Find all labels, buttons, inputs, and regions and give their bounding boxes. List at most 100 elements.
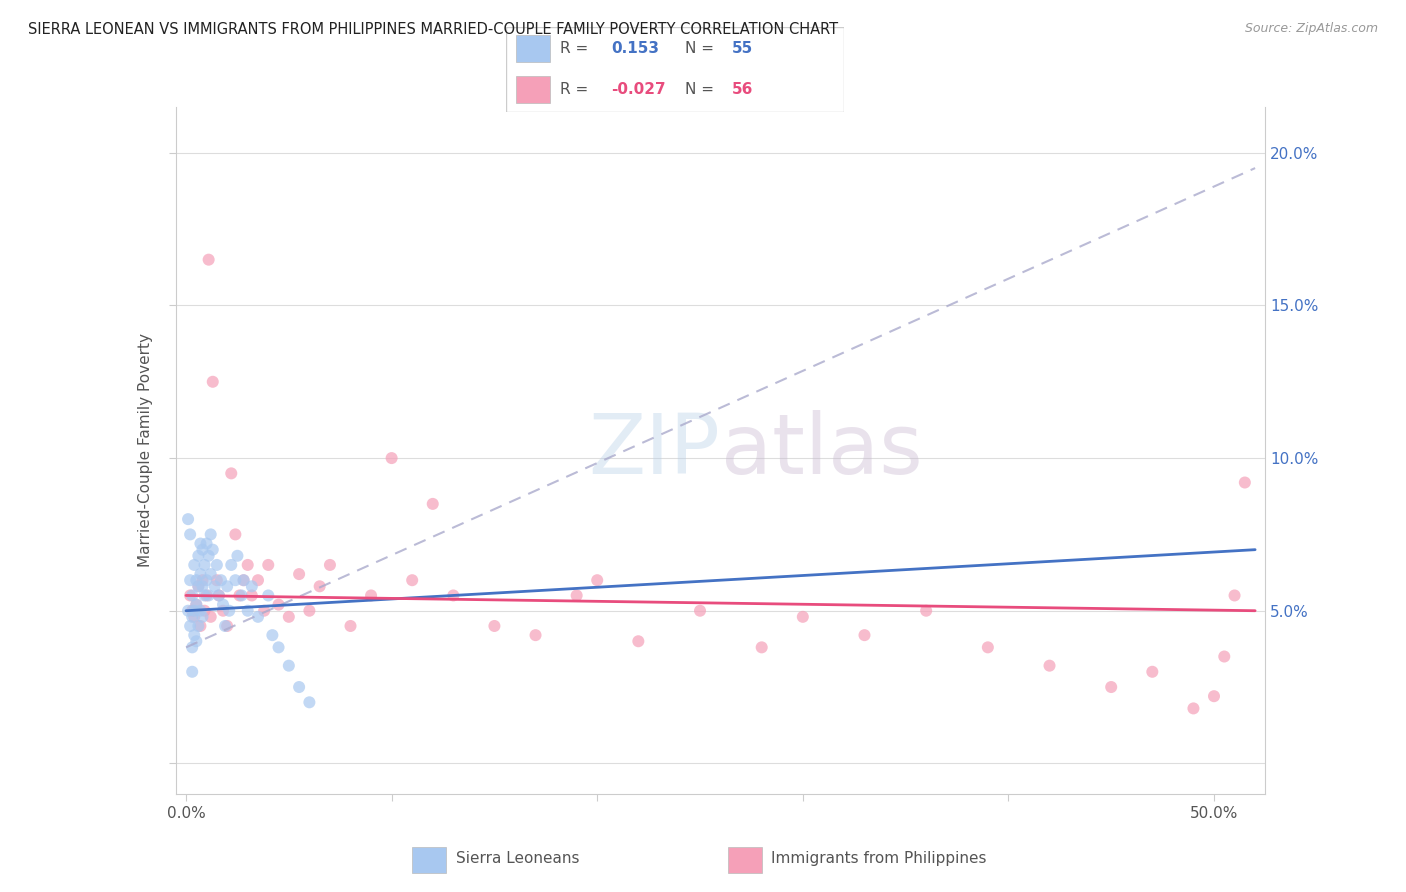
Point: [977, 640, 1000, 655]
Point: [1182, 701, 1205, 715]
Point: [792, 610, 814, 624]
Point: [190, 619, 212, 633]
Point: [267, 640, 290, 655]
Text: Immigrants from Philippines: Immigrants from Philippines: [770, 851, 987, 866]
Point: [257, 558, 280, 572]
Point: [339, 619, 361, 633]
Point: [195, 589, 218, 603]
Point: [181, 589, 204, 603]
Point: [195, 536, 218, 550]
Point: [915, 604, 938, 618]
Point: [191, 542, 214, 557]
Point: [205, 573, 228, 587]
Point: [751, 640, 773, 655]
Point: [853, 628, 876, 642]
Point: [179, 573, 201, 587]
Point: [187, 549, 209, 563]
Point: [201, 542, 224, 557]
Point: [219, 467, 242, 481]
Point: [208, 589, 231, 603]
Point: [224, 573, 246, 587]
Point: [197, 252, 219, 267]
Point: [181, 604, 204, 618]
Point: [277, 610, 299, 624]
Point: [179, 589, 201, 603]
FancyBboxPatch shape: [516, 36, 550, 62]
Point: [1099, 680, 1122, 694]
Text: Source: ZipAtlas.com: Source: ZipAtlas.com: [1244, 22, 1378, 36]
Point: [627, 634, 650, 648]
Point: [565, 589, 588, 603]
Point: [219, 558, 242, 572]
Point: [319, 558, 342, 572]
Point: [179, 619, 201, 633]
Point: [240, 589, 263, 603]
Point: [212, 604, 235, 618]
Point: [191, 579, 214, 593]
Point: [262, 628, 284, 642]
Point: [201, 375, 224, 389]
Point: [236, 558, 259, 572]
Point: [181, 665, 204, 679]
Text: ZIP: ZIP: [589, 410, 721, 491]
Point: [197, 549, 219, 563]
Point: [181, 610, 204, 624]
Point: [253, 604, 276, 618]
Point: [183, 610, 205, 624]
Point: [204, 579, 226, 593]
Text: Sierra Leoneans: Sierra Leoneans: [456, 851, 579, 866]
Point: [1223, 589, 1246, 603]
Point: [441, 589, 464, 603]
Point: [212, 598, 235, 612]
Point: [186, 598, 208, 612]
Point: [191, 573, 214, 587]
FancyBboxPatch shape: [506, 27, 844, 112]
Point: [1202, 689, 1225, 703]
Point: [1142, 665, 1164, 679]
Point: [177, 604, 200, 618]
Point: [193, 604, 215, 618]
Point: [190, 536, 212, 550]
Text: -0.027: -0.027: [610, 82, 665, 97]
Point: [689, 604, 711, 618]
Point: [277, 658, 299, 673]
Point: [208, 589, 231, 603]
Point: [246, 610, 269, 624]
Point: [191, 610, 214, 624]
Point: [586, 573, 609, 587]
FancyBboxPatch shape: [516, 76, 550, 103]
Point: [200, 567, 222, 582]
Point: [267, 598, 290, 612]
Point: [298, 604, 321, 618]
Point: [232, 573, 254, 587]
Point: [209, 573, 232, 587]
Point: [232, 573, 254, 587]
Point: [217, 619, 239, 633]
Point: [193, 589, 215, 603]
Text: R =: R =: [560, 41, 593, 56]
Point: [422, 497, 444, 511]
Point: [288, 680, 311, 694]
Point: [190, 604, 212, 618]
Point: [401, 573, 423, 587]
Point: [217, 579, 239, 593]
Point: [193, 558, 215, 572]
Point: [524, 628, 547, 642]
Point: [288, 567, 311, 582]
Point: [1233, 475, 1256, 490]
Text: 0.153: 0.153: [610, 41, 659, 56]
Point: [1213, 649, 1236, 664]
Point: [190, 567, 212, 582]
Point: [181, 640, 204, 655]
Point: [186, 573, 208, 587]
Point: [214, 619, 236, 633]
Point: [183, 558, 205, 572]
Point: [186, 634, 208, 648]
Point: [179, 527, 201, 541]
Point: [186, 598, 208, 612]
Text: SIERRA LEONEAN VS IMMIGRANTS FROM PHILIPPINES MARRIED-COUPLE FAMILY POVERTY CORR: SIERRA LEONEAN VS IMMIGRANTS FROM PHILIP…: [28, 22, 838, 37]
Point: [246, 573, 269, 587]
Point: [1038, 658, 1060, 673]
Point: [183, 628, 205, 642]
Text: N =: N =: [685, 41, 718, 56]
